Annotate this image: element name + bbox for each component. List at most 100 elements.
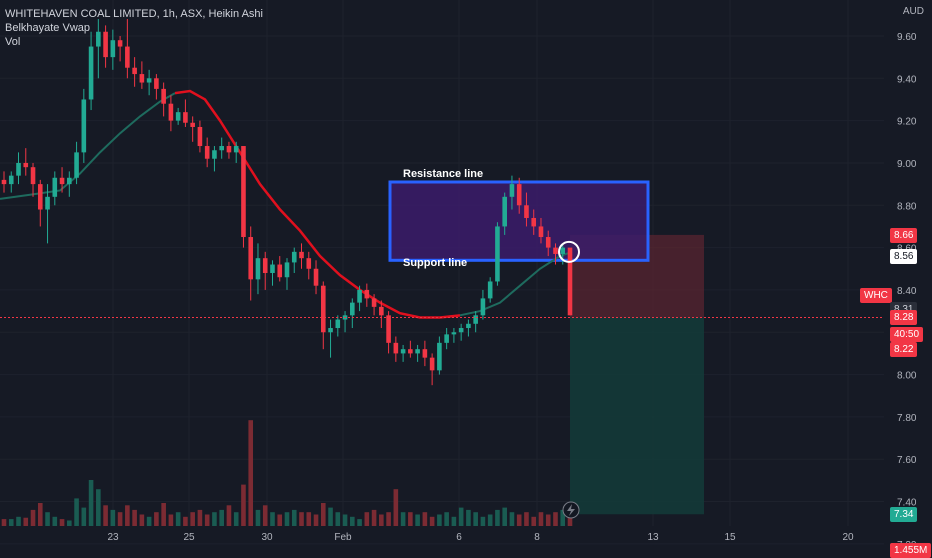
volume-bar xyxy=(400,512,406,526)
symbol-title[interactable]: WHITEHAVEN COAL LIMITED, 1h, ASX, Heikin… xyxy=(5,8,263,20)
candle[interactable] xyxy=(96,19,101,79)
price-tag: 8.22 xyxy=(890,342,918,358)
candle[interactable] xyxy=(204,137,210,168)
candle[interactable] xyxy=(444,328,449,350)
candle[interactable] xyxy=(291,247,297,273)
candle[interactable] xyxy=(161,82,166,117)
candle[interactable] xyxy=(538,217,544,244)
candle[interactable] xyxy=(52,171,58,206)
indicator-volume-label[interactable]: Vol xyxy=(5,36,21,48)
resistance-label[interactable]: Resistance line xyxy=(403,168,484,180)
candle[interactable] xyxy=(480,289,486,320)
candle[interactable] xyxy=(516,177,522,214)
candle[interactable] xyxy=(197,120,203,153)
candle[interactable] xyxy=(88,31,94,111)
candle[interactable] xyxy=(110,29,116,70)
candle[interactable] xyxy=(168,95,174,132)
candle[interactable] xyxy=(386,311,391,354)
candle[interactable] xyxy=(545,230,551,257)
candle[interactable] xyxy=(117,35,123,62)
candle[interactable] xyxy=(103,25,108,68)
candle[interactable] xyxy=(190,116,195,142)
volume-bar xyxy=(204,514,210,526)
candle[interactable] xyxy=(277,256,283,282)
candle[interactable] xyxy=(81,88,87,163)
currency-label[interactable]: AUD xyxy=(902,6,924,17)
candle[interactable] xyxy=(458,323,464,341)
candle[interactable] xyxy=(567,247,573,316)
volume-bar xyxy=(291,509,297,526)
short-position-target-zone[interactable] xyxy=(570,317,704,515)
candle[interactable] xyxy=(23,148,29,176)
candle[interactable] xyxy=(255,243,261,295)
candle[interactable] xyxy=(125,19,130,79)
candle[interactable] xyxy=(59,167,65,193)
candle[interactable] xyxy=(270,260,275,286)
candle[interactable] xyxy=(262,251,268,290)
candle[interactable] xyxy=(219,137,224,159)
candle[interactable] xyxy=(67,171,72,197)
candle[interactable] xyxy=(415,344,420,362)
candle[interactable] xyxy=(146,69,152,96)
candle[interactable] xyxy=(226,141,232,159)
symbol-badge: WHC xyxy=(860,288,892,303)
support-label[interactable]: Support line xyxy=(403,257,468,269)
candle[interactable] xyxy=(502,192,507,235)
candle[interactable] xyxy=(422,340,428,367)
lightning-icon[interactable] xyxy=(562,501,580,519)
indicator-vwap-label[interactable]: Belkhayate Vwap xyxy=(5,22,90,34)
candle[interactable] xyxy=(393,336,399,362)
candle[interactable] xyxy=(509,175,515,210)
candle[interactable] xyxy=(560,243,566,265)
volume-bar xyxy=(262,505,268,526)
candle[interactable] xyxy=(357,285,362,312)
candle[interactable] xyxy=(313,260,319,295)
volume-bar xyxy=(357,519,362,526)
volume-bar xyxy=(139,514,145,526)
candle[interactable] xyxy=(328,319,333,358)
candle[interactable] xyxy=(183,99,188,127)
volume-bar xyxy=(255,509,261,526)
candle[interactable] xyxy=(379,300,384,329)
candle[interactable] xyxy=(524,192,529,227)
candle[interactable] xyxy=(139,61,145,89)
candle[interactable] xyxy=(284,258,290,290)
candle[interactable] xyxy=(154,74,159,100)
candle[interactable] xyxy=(408,340,413,358)
candle[interactable] xyxy=(132,57,137,87)
candle[interactable] xyxy=(400,344,406,362)
candle[interactable] xyxy=(553,243,558,265)
volume-bar xyxy=(313,514,319,526)
candle[interactable] xyxy=(306,251,312,280)
candle[interactable] xyxy=(212,146,217,172)
volume-bar xyxy=(342,514,348,526)
candle[interactable] xyxy=(437,336,442,375)
candle[interactable] xyxy=(37,179,43,227)
candle[interactable] xyxy=(8,171,14,193)
candle[interactable] xyxy=(45,184,50,244)
candle[interactable] xyxy=(248,226,254,301)
candle[interactable] xyxy=(371,294,377,316)
candle[interactable] xyxy=(495,222,500,286)
candle[interactable] xyxy=(233,141,239,163)
candle[interactable] xyxy=(487,277,493,303)
candle[interactable] xyxy=(473,311,478,333)
candle[interactable] xyxy=(364,283,370,307)
candle[interactable] xyxy=(175,107,181,125)
candle[interactable] xyxy=(241,146,246,248)
volume-bar xyxy=(175,512,181,526)
candle[interactable] xyxy=(350,298,355,329)
candle[interactable] xyxy=(1,171,7,193)
candle[interactable] xyxy=(531,209,537,235)
candle[interactable] xyxy=(30,162,36,197)
candle[interactable] xyxy=(299,243,304,269)
candle[interactable] xyxy=(335,315,341,337)
candle[interactable] xyxy=(74,141,79,185)
candle[interactable] xyxy=(451,328,457,343)
candle[interactable] xyxy=(16,152,21,185)
candle[interactable] xyxy=(320,281,326,350)
candle[interactable] xyxy=(466,319,471,337)
candle[interactable] xyxy=(429,353,435,386)
volume-bar xyxy=(103,505,108,526)
